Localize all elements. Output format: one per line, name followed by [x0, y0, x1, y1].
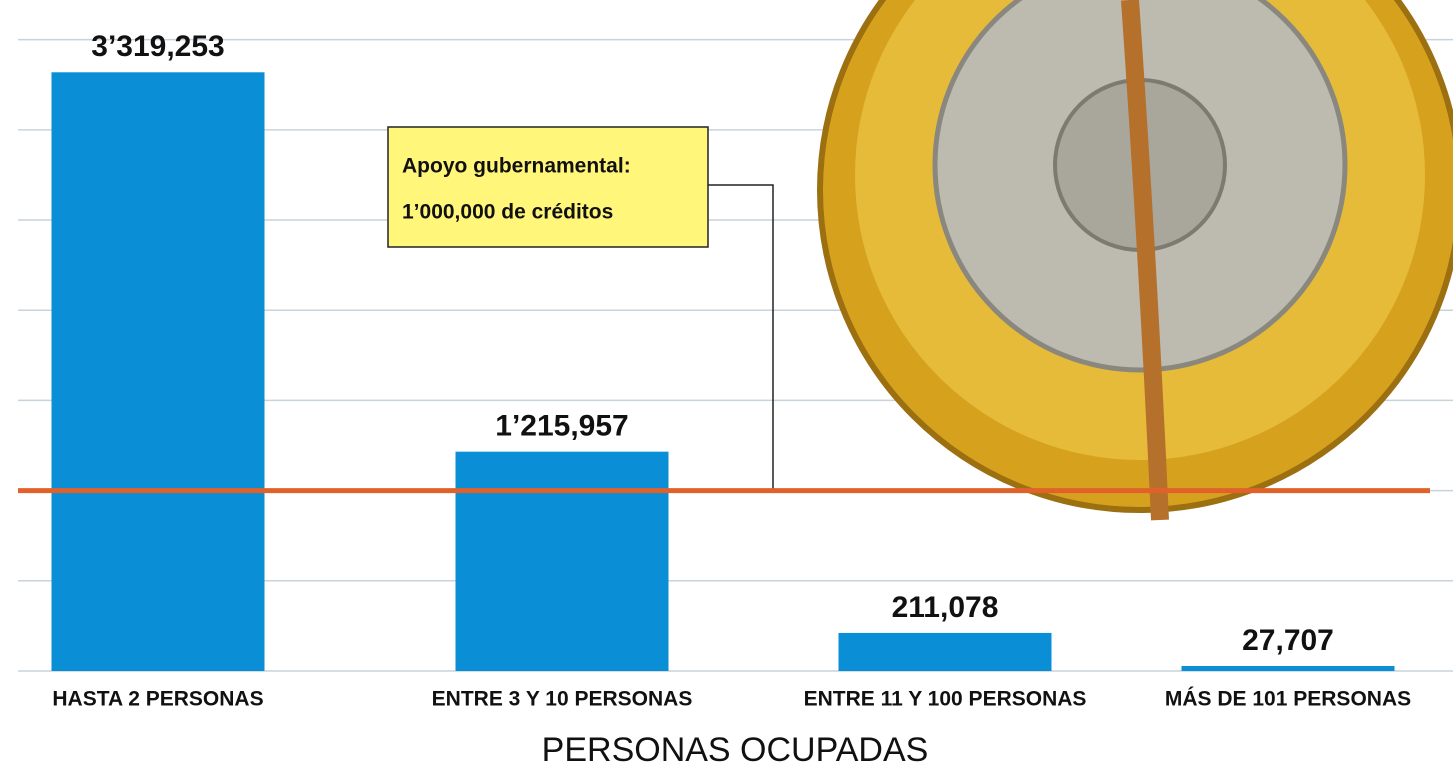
x-tick-label: MÁS DE 101 PERSONAS [1165, 688, 1411, 711]
annotation-text: 1’000,000 de créditos [402, 201, 613, 224]
value-label: 27,707 [1242, 624, 1334, 657]
bar [51, 72, 265, 671]
value-label: 1’215,957 [495, 410, 628, 443]
rope [1121, 0, 1169, 521]
value-label: 211,078 [892, 591, 999, 624]
annotation-connector [708, 184, 774, 491]
bar [838, 632, 1052, 671]
annotation-box [387, 126, 709, 248]
value-label: 3’319,253 [91, 30, 224, 63]
x-tick-label: ENTRE 11 Y 100 PERSONAS [804, 688, 1087, 711]
x-tick-label: HASTA 2 PERSONAS [52, 688, 263, 711]
annotation-text: Apoyo gubernamental: [402, 155, 631, 178]
coin-illustration [817, 0, 1453, 521]
x-axis-title: PERSONAS OCUPADAS [542, 731, 929, 769]
x-tick-label: ENTRE 3 Y 10 PERSONAS [432, 688, 693, 711]
bar [455, 451, 669, 671]
bar [1181, 666, 1395, 671]
